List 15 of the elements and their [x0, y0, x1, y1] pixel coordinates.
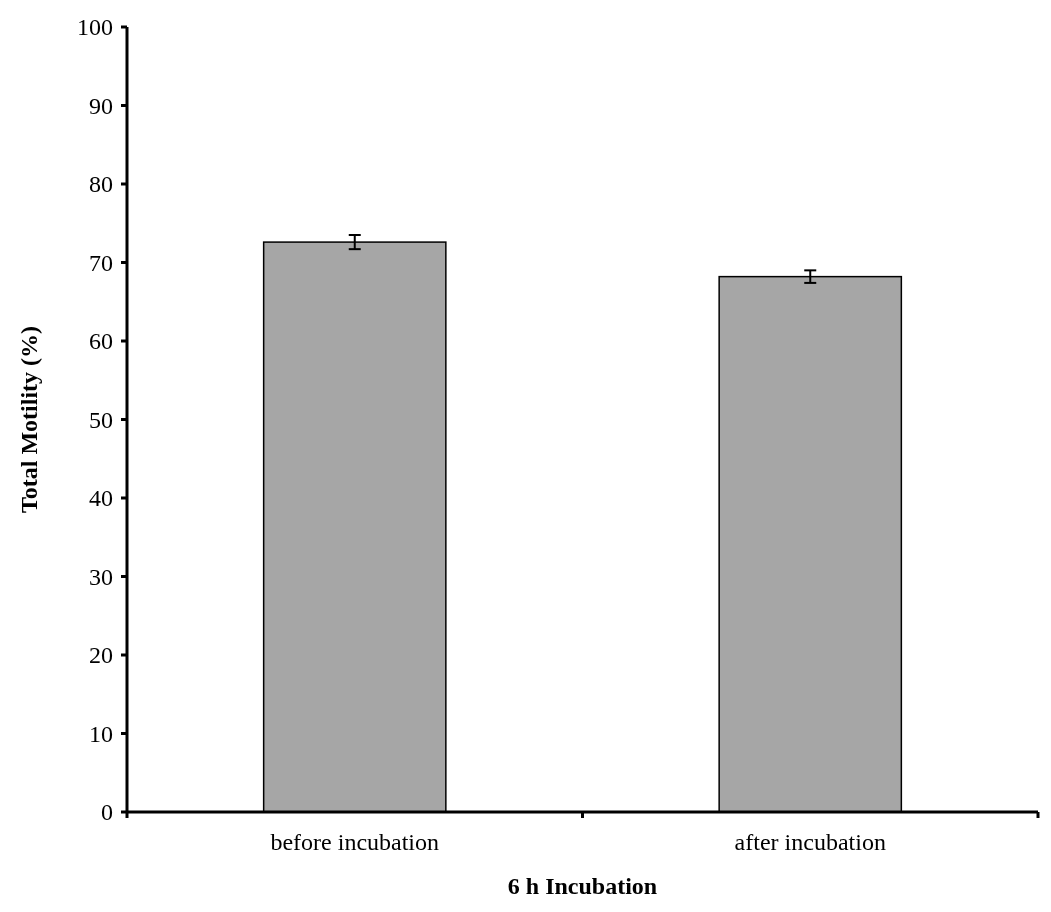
y-tick-label: 100 [77, 14, 113, 41]
x-tick-label: after incubation [734, 829, 886, 855]
y-tick-label: 40 [89, 485, 113, 512]
x-tick-label: before incubation [270, 829, 440, 855]
y-tick-label: 70 [89, 249, 113, 276]
y-tick-label: 50 [89, 406, 113, 433]
x-axis-title: 6 h Incubation [507, 873, 658, 899]
y-tick-label: 0 [101, 799, 113, 826]
y-axis-title: Total Motility (%) [16, 325, 42, 514]
y-tick-label: 20 [89, 642, 113, 669]
y-tick-label: 90 [89, 92, 113, 119]
y-tick-label: 10 [89, 720, 113, 747]
y-tick-label: 30 [89, 563, 113, 590]
y-tick-label: 80 [89, 171, 113, 198]
y-tick-label: 60 [89, 328, 113, 355]
